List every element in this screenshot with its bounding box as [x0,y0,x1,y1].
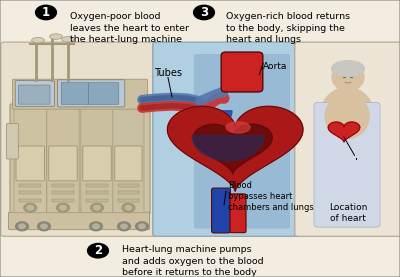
Circle shape [36,5,56,20]
Circle shape [27,206,34,210]
Text: Location
of heart: Location of heart [329,203,367,223]
Ellipse shape [319,87,375,151]
Bar [19,184,41,187]
Bar [118,191,139,194]
Circle shape [57,203,70,212]
Circle shape [121,224,127,229]
Circle shape [93,224,99,229]
Wedge shape [192,136,264,161]
FancyBboxPatch shape [83,146,111,181]
Circle shape [90,222,102,231]
FancyBboxPatch shape [342,81,354,93]
FancyBboxPatch shape [47,107,79,213]
FancyBboxPatch shape [115,146,142,181]
Polygon shape [168,106,303,191]
Text: 3: 3 [200,6,208,19]
Text: Aorta: Aorta [263,62,288,71]
Ellipse shape [226,122,250,133]
Circle shape [38,222,50,231]
Polygon shape [328,122,360,142]
FancyBboxPatch shape [15,81,54,106]
FancyBboxPatch shape [212,188,230,233]
FancyBboxPatch shape [230,194,246,233]
Text: Oxygen-rich blood returns
to the body, skipping the
heart and lungs: Oxygen-rich blood returns to the body, s… [226,12,350,44]
Bar [118,199,139,202]
Bar [52,199,74,202]
FancyBboxPatch shape [10,104,150,215]
FancyBboxPatch shape [295,42,400,236]
FancyBboxPatch shape [8,212,150,230]
FancyBboxPatch shape [153,42,299,236]
Bar [52,191,74,194]
FancyBboxPatch shape [221,52,263,92]
Ellipse shape [325,94,369,138]
FancyBboxPatch shape [49,146,77,181]
Text: Oxygen-poor blood
leaves the heart to enter
the heart-lung machine: Oxygen-poor blood leaves the heart to en… [70,12,189,44]
Circle shape [194,5,214,20]
Circle shape [16,222,28,231]
Wedge shape [194,111,232,130]
Circle shape [125,206,132,210]
FancyBboxPatch shape [16,146,44,181]
Circle shape [88,243,108,258]
Circle shape [122,203,135,212]
Text: 1: 1 [42,6,50,19]
Circle shape [41,224,47,229]
Circle shape [60,206,66,210]
Circle shape [136,222,148,231]
Bar [19,191,41,194]
Ellipse shape [332,61,364,77]
Circle shape [94,206,100,210]
Bar [86,199,108,202]
Circle shape [139,224,145,229]
Text: Tubes: Tubes [154,68,182,78]
FancyBboxPatch shape [61,83,119,104]
Text: Blood
bypasses heart
chambers and lungs: Blood bypasses heart chambers and lungs [228,181,314,212]
Bar [86,184,108,187]
FancyBboxPatch shape [113,107,144,213]
Bar [118,184,139,187]
FancyBboxPatch shape [194,54,290,229]
FancyBboxPatch shape [18,85,50,104]
FancyBboxPatch shape [314,102,380,227]
Bar [19,199,41,202]
Circle shape [118,222,130,231]
FancyBboxPatch shape [6,124,18,159]
Circle shape [90,203,103,212]
Bar [86,191,108,194]
FancyBboxPatch shape [58,80,125,107]
Ellipse shape [32,37,44,43]
FancyBboxPatch shape [1,42,157,236]
Polygon shape [193,124,272,174]
Ellipse shape [62,37,74,42]
Circle shape [19,224,25,229]
Text: 2: 2 [94,244,102,257]
Circle shape [24,203,37,212]
Bar [52,184,74,187]
FancyBboxPatch shape [81,107,113,213]
Ellipse shape [50,34,62,39]
Ellipse shape [332,65,364,91]
FancyBboxPatch shape [12,79,148,109]
Text: Heart-lung machine pumps
and adds oxygen to the blood
before it returns to the b: Heart-lung machine pumps and adds oxygen… [122,245,264,277]
FancyBboxPatch shape [14,107,46,213]
